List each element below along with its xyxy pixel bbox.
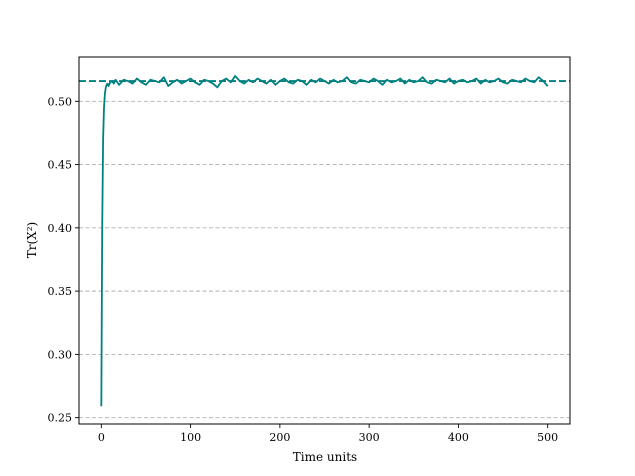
x-tick-label: 200 <box>269 431 290 444</box>
y-tick-label: 0.35 <box>48 285 73 298</box>
y-axis: 0.25 0.30 0.35 0.40 0.45 0.50 <box>48 95 79 425</box>
y-tick-label: 0.50 <box>48 95 73 108</box>
x-tick-label: 300 <box>359 431 380 444</box>
series-line <box>100 75 549 407</box>
grid-lines <box>79 100 570 419</box>
y-tick-label: 0.25 <box>48 412 73 425</box>
x-tick-label: 100 <box>180 431 201 444</box>
y-axis-label: Tr(X²) <box>25 222 39 258</box>
series-layer <box>79 75 570 407</box>
y-tick-label: 0.45 <box>48 159 73 172</box>
x-axis-label: Time units <box>293 450 357 464</box>
x-axis: 0 100 200 300 400 500 <box>98 424 558 444</box>
x-tick-label: 400 <box>448 431 469 444</box>
plot-frame <box>78 56 571 425</box>
x-tick-label: 500 <box>537 431 558 444</box>
y-tick-label: 0.30 <box>48 348 73 361</box>
x-tick-label: 0 <box>98 431 105 444</box>
y-tick-label: 0.40 <box>48 222 73 235</box>
